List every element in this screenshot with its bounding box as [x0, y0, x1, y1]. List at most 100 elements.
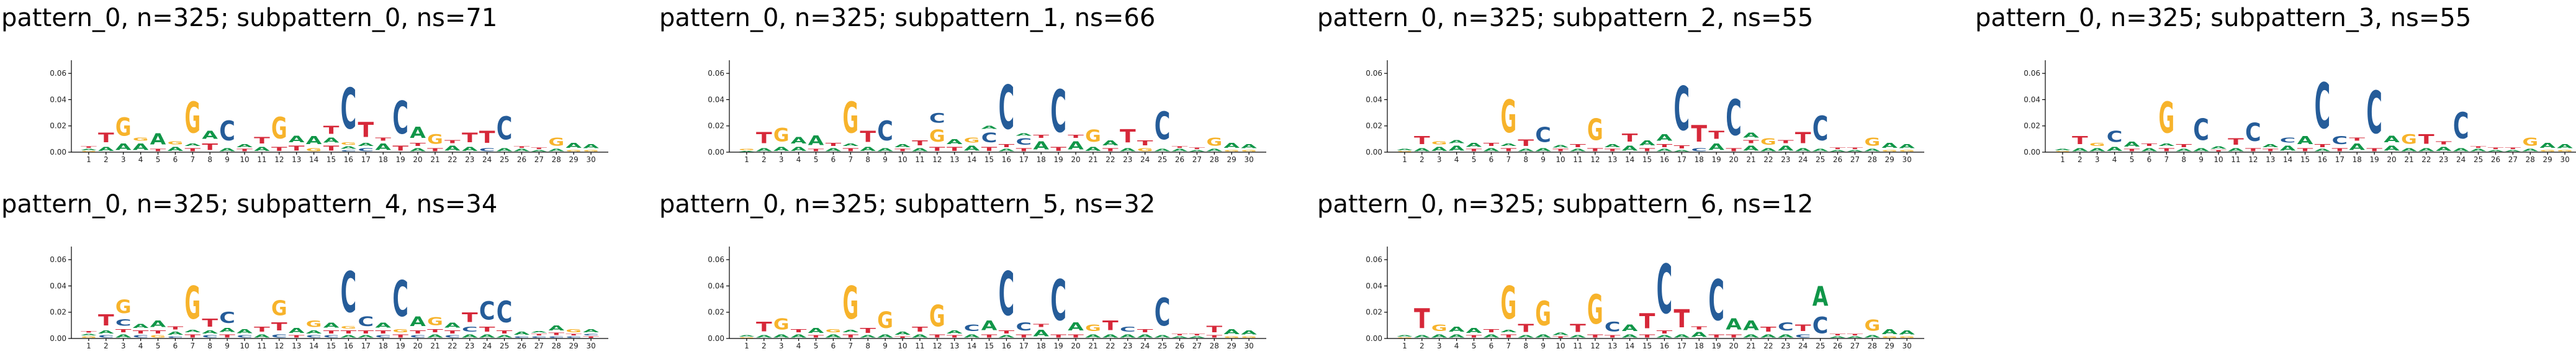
x-tick-label: 15 [2300, 155, 2310, 164]
logo-letter-C: C [999, 260, 1015, 330]
logo-letter-C: C [497, 296, 513, 329]
y-tick-label: 0.02 [708, 122, 724, 130]
logo-letter-G: G [184, 278, 200, 330]
logo-letter-T: T [202, 316, 218, 329]
x-tick-label: 5 [814, 155, 819, 164]
logo-panel-4: pattern_0, n=325; subpattern_4, ns=34 0.0… [1, 190, 608, 350]
x-tick-label: 2 [2078, 155, 2083, 164]
x-tick-label: 27 [1850, 155, 1860, 164]
logo-letter-G: G [739, 148, 755, 151]
x-tick-label: 4 [138, 155, 143, 164]
y-tick-label: 0.06 [708, 255, 724, 264]
x-tick-label: 16 [2318, 155, 2327, 164]
logo-letter-A: A [410, 314, 426, 330]
logo-letter-T: T [1830, 147, 1847, 150]
logo-letter-A: A [1172, 148, 1189, 152]
logo-letter-A: A [375, 321, 391, 329]
logo-letter-A: A [358, 142, 374, 147]
x-tick-label: 6 [173, 155, 178, 164]
logo-letter-C: C [2366, 79, 2382, 147]
logo-letter-A: A [2488, 150, 2505, 152]
logo-letter-A: A [1431, 145, 1448, 152]
x-tick-label: 3 [779, 155, 784, 164]
logo-letter-A: A [1570, 148, 1587, 152]
x-tick-label: 22 [1106, 342, 1115, 350]
logo-letter-T: T [2228, 137, 2244, 147]
logo-letter-A: A [2141, 147, 2158, 152]
x-tick-label: 4 [1454, 155, 1459, 164]
x-tick-label: 23 [465, 155, 474, 164]
x-tick-label: 27 [1850, 342, 1860, 350]
x-tick-label: 9 [883, 342, 888, 350]
logo-letter-T: T [1120, 126, 1136, 147]
logo-letter-T: T [254, 325, 270, 334]
logo-letter-A: A [184, 143, 201, 147]
logo-letter-G: G [1864, 135, 1880, 148]
panel-title: pattern_0, n=325; subpattern_5, ns=32 [659, 190, 1155, 219]
logo-letter-A: A [826, 334, 842, 338]
logo-letter-C: C [1120, 325, 1136, 334]
logo-letter-C: C [1657, 250, 1673, 329]
logo-letter-G: G [1241, 336, 1257, 338]
logo-letter-A: A [2228, 147, 2244, 152]
logo-letter-T: T [1500, 147, 1516, 152]
logo-letter-A: A [168, 145, 184, 152]
x-tick-label: 5 [1472, 342, 1477, 350]
logo-letter-A: A [1708, 142, 1724, 153]
x-tick-label: 11 [2231, 155, 2240, 164]
x-tick-label: 18 [1037, 155, 1046, 164]
logo-letter-A: A [306, 329, 322, 334]
logo-letter-A: A [1830, 336, 1847, 338]
logo-letter-A: A [531, 330, 548, 333]
x-tick-label: 19 [1712, 155, 1721, 164]
x-tick-label: 16 [1002, 155, 1011, 164]
logo-letter-C: C [219, 309, 235, 327]
logo-letter-A: A [1622, 144, 1638, 152]
logo-letter-T: T [999, 330, 1015, 335]
logo-letter-T: T [860, 127, 876, 146]
logo-letter-T: T [1518, 322, 1534, 335]
logo-letter-T: T [999, 143, 1015, 148]
x-tick-label: 26 [2491, 155, 2500, 164]
logo-letter-C: C [168, 336, 184, 338]
x-tick-label: 4 [796, 155, 801, 164]
logo-letter-G: G [826, 328, 842, 333]
logo-letter-T: T [202, 142, 218, 152]
x-tick-label: 10 [898, 342, 907, 350]
x-tick-label: 19 [396, 155, 405, 164]
logo-letter-A: A [999, 335, 1016, 338]
logo-letter-T: T [341, 330, 357, 335]
logo-letter-A: A [497, 335, 513, 338]
logo-letter-A: A [98, 145, 114, 152]
x-tick-label: 9 [225, 155, 230, 164]
x-tick-label: 26 [1833, 155, 1842, 164]
logo-letter-T: T [1691, 121, 1707, 147]
logo-letter-C: C [2245, 118, 2261, 147]
x-tick-label: 3 [121, 342, 126, 350]
x-tick-label: 9 [225, 342, 230, 350]
logo-letter-A: A [1657, 133, 1673, 143]
logo-letter-A: A [1241, 143, 1257, 150]
logo-letter-C: C [479, 296, 495, 325]
logo-letter-G: G [739, 337, 755, 338]
logo-letter-T: T [1726, 147, 1742, 152]
logo-letter-G: G [271, 296, 287, 320]
logo-letter-T: T [1795, 129, 1811, 147]
x-tick-label: 29 [1227, 155, 1236, 164]
logo-letter-A: A [1795, 147, 1811, 152]
logo-letter-T: T [912, 325, 928, 334]
logo-letter-A: A [2557, 143, 2573, 150]
logo-letter-T: T [1137, 139, 1153, 147]
logo-letter-T: T [81, 146, 97, 148]
logo-letter-A: A [1535, 334, 1551, 338]
logo-letter-A: A [150, 319, 166, 330]
x-tick-label: 25 [1816, 342, 1825, 350]
logo-letter-T: T [826, 142, 842, 147]
logo-letter-C: C [392, 271, 408, 329]
x-tick-label: 10 [240, 155, 249, 164]
logo-letter-A: A [548, 324, 564, 332]
x-tick-label: 1 [1402, 155, 1407, 164]
logo-letter-C: C [202, 335, 218, 338]
x-tick-label: 14 [309, 342, 318, 350]
x-tick-label: 2 [104, 155, 109, 164]
